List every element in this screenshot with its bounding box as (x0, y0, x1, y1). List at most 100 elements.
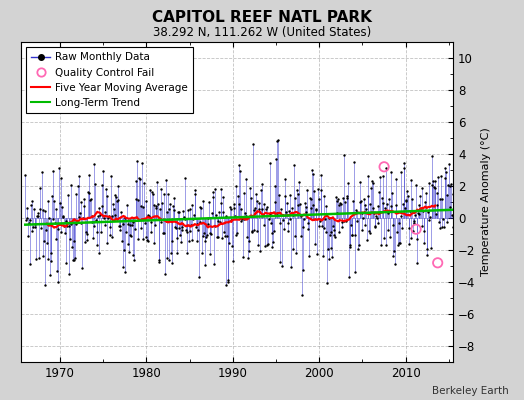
Point (309, 202, 318, 208)
Point (222, 282, 230, 289)
Point (114, 197, 123, 203)
Point (399, 165, 408, 172)
Point (90, 223, 98, 230)
Point (81, 239, 89, 245)
Point (255, 206, 264, 212)
Point (39, 253, 48, 259)
Point (144, 212, 152, 219)
Point (234, 162, 243, 169)
Point (375, 188, 383, 195)
Point (378, 172, 387, 179)
Point (199, 233, 208, 239)
Point (132, 178, 140, 184)
Point (305, 252, 313, 259)
Point (78, 265, 86, 272)
Point (107, 173, 115, 179)
Point (40, 238, 48, 244)
Point (285, 208, 293, 214)
Point (138, 160, 146, 167)
Point (179, 208, 187, 214)
Point (122, 229, 130, 235)
Point (408, 196, 417, 202)
Point (130, 257, 138, 264)
Point (79, 214, 87, 221)
Point (28, 228, 37, 234)
Point (230, 201, 238, 208)
Point (22, 216, 30, 223)
Point (353, 208, 361, 215)
Point (293, 202, 302, 208)
Point (182, 226, 190, 233)
Point (56, 200, 64, 206)
Point (247, 195, 255, 202)
Point (73, 218, 81, 224)
Point (178, 227, 187, 233)
Point (69, 257, 77, 264)
Point (258, 206, 267, 212)
Point (241, 210, 249, 216)
Point (396, 240, 404, 246)
Point (25, 217, 34, 224)
Point (43, 240, 51, 247)
Point (422, 190, 430, 196)
Point (284, 228, 292, 234)
Point (451, 202, 459, 209)
Point (294, 191, 302, 198)
Point (111, 212, 119, 218)
Point (391, 261, 399, 267)
Point (428, 181, 436, 188)
Point (359, 214, 367, 221)
Point (304, 220, 313, 226)
Point (309, 171, 317, 178)
Point (235, 201, 244, 208)
Point (324, 246, 332, 252)
Point (368, 204, 377, 211)
Point (190, 191, 199, 198)
Point (368, 177, 376, 184)
Point (374, 220, 383, 226)
Point (339, 195, 347, 201)
Point (439, 216, 447, 222)
Point (242, 213, 250, 219)
Point (137, 202, 146, 209)
Point (153, 179, 161, 185)
Point (370, 223, 379, 229)
Point (197, 204, 205, 211)
Point (42, 227, 50, 234)
Point (434, 174, 442, 180)
Point (303, 226, 312, 232)
Point (289, 212, 298, 218)
Point (253, 197, 261, 204)
Text: Berkeley Earth: Berkeley Earth (432, 386, 508, 396)
Point (418, 223, 427, 229)
Point (144, 238, 152, 244)
Point (271, 182, 279, 189)
Point (66, 236, 74, 242)
Point (142, 234, 150, 240)
Point (259, 201, 268, 207)
Point (362, 206, 370, 212)
Point (337, 201, 345, 207)
Point (24, 233, 32, 240)
Point (147, 229, 155, 235)
Point (424, 180, 433, 186)
Point (126, 222, 135, 228)
Point (363, 237, 371, 243)
Point (337, 219, 346, 226)
Point (383, 200, 391, 207)
Point (261, 243, 269, 250)
Point (400, 160, 409, 166)
Point (316, 218, 324, 224)
Point (125, 249, 133, 255)
Point (384, 226, 392, 233)
Point (350, 158, 358, 165)
Point (59, 213, 68, 220)
Point (104, 215, 112, 222)
Point (27, 202, 35, 208)
Point (198, 250, 206, 256)
Point (361, 201, 369, 208)
Point (101, 208, 110, 215)
Point (382, 241, 390, 248)
Point (449, 223, 457, 230)
Point (240, 189, 248, 196)
